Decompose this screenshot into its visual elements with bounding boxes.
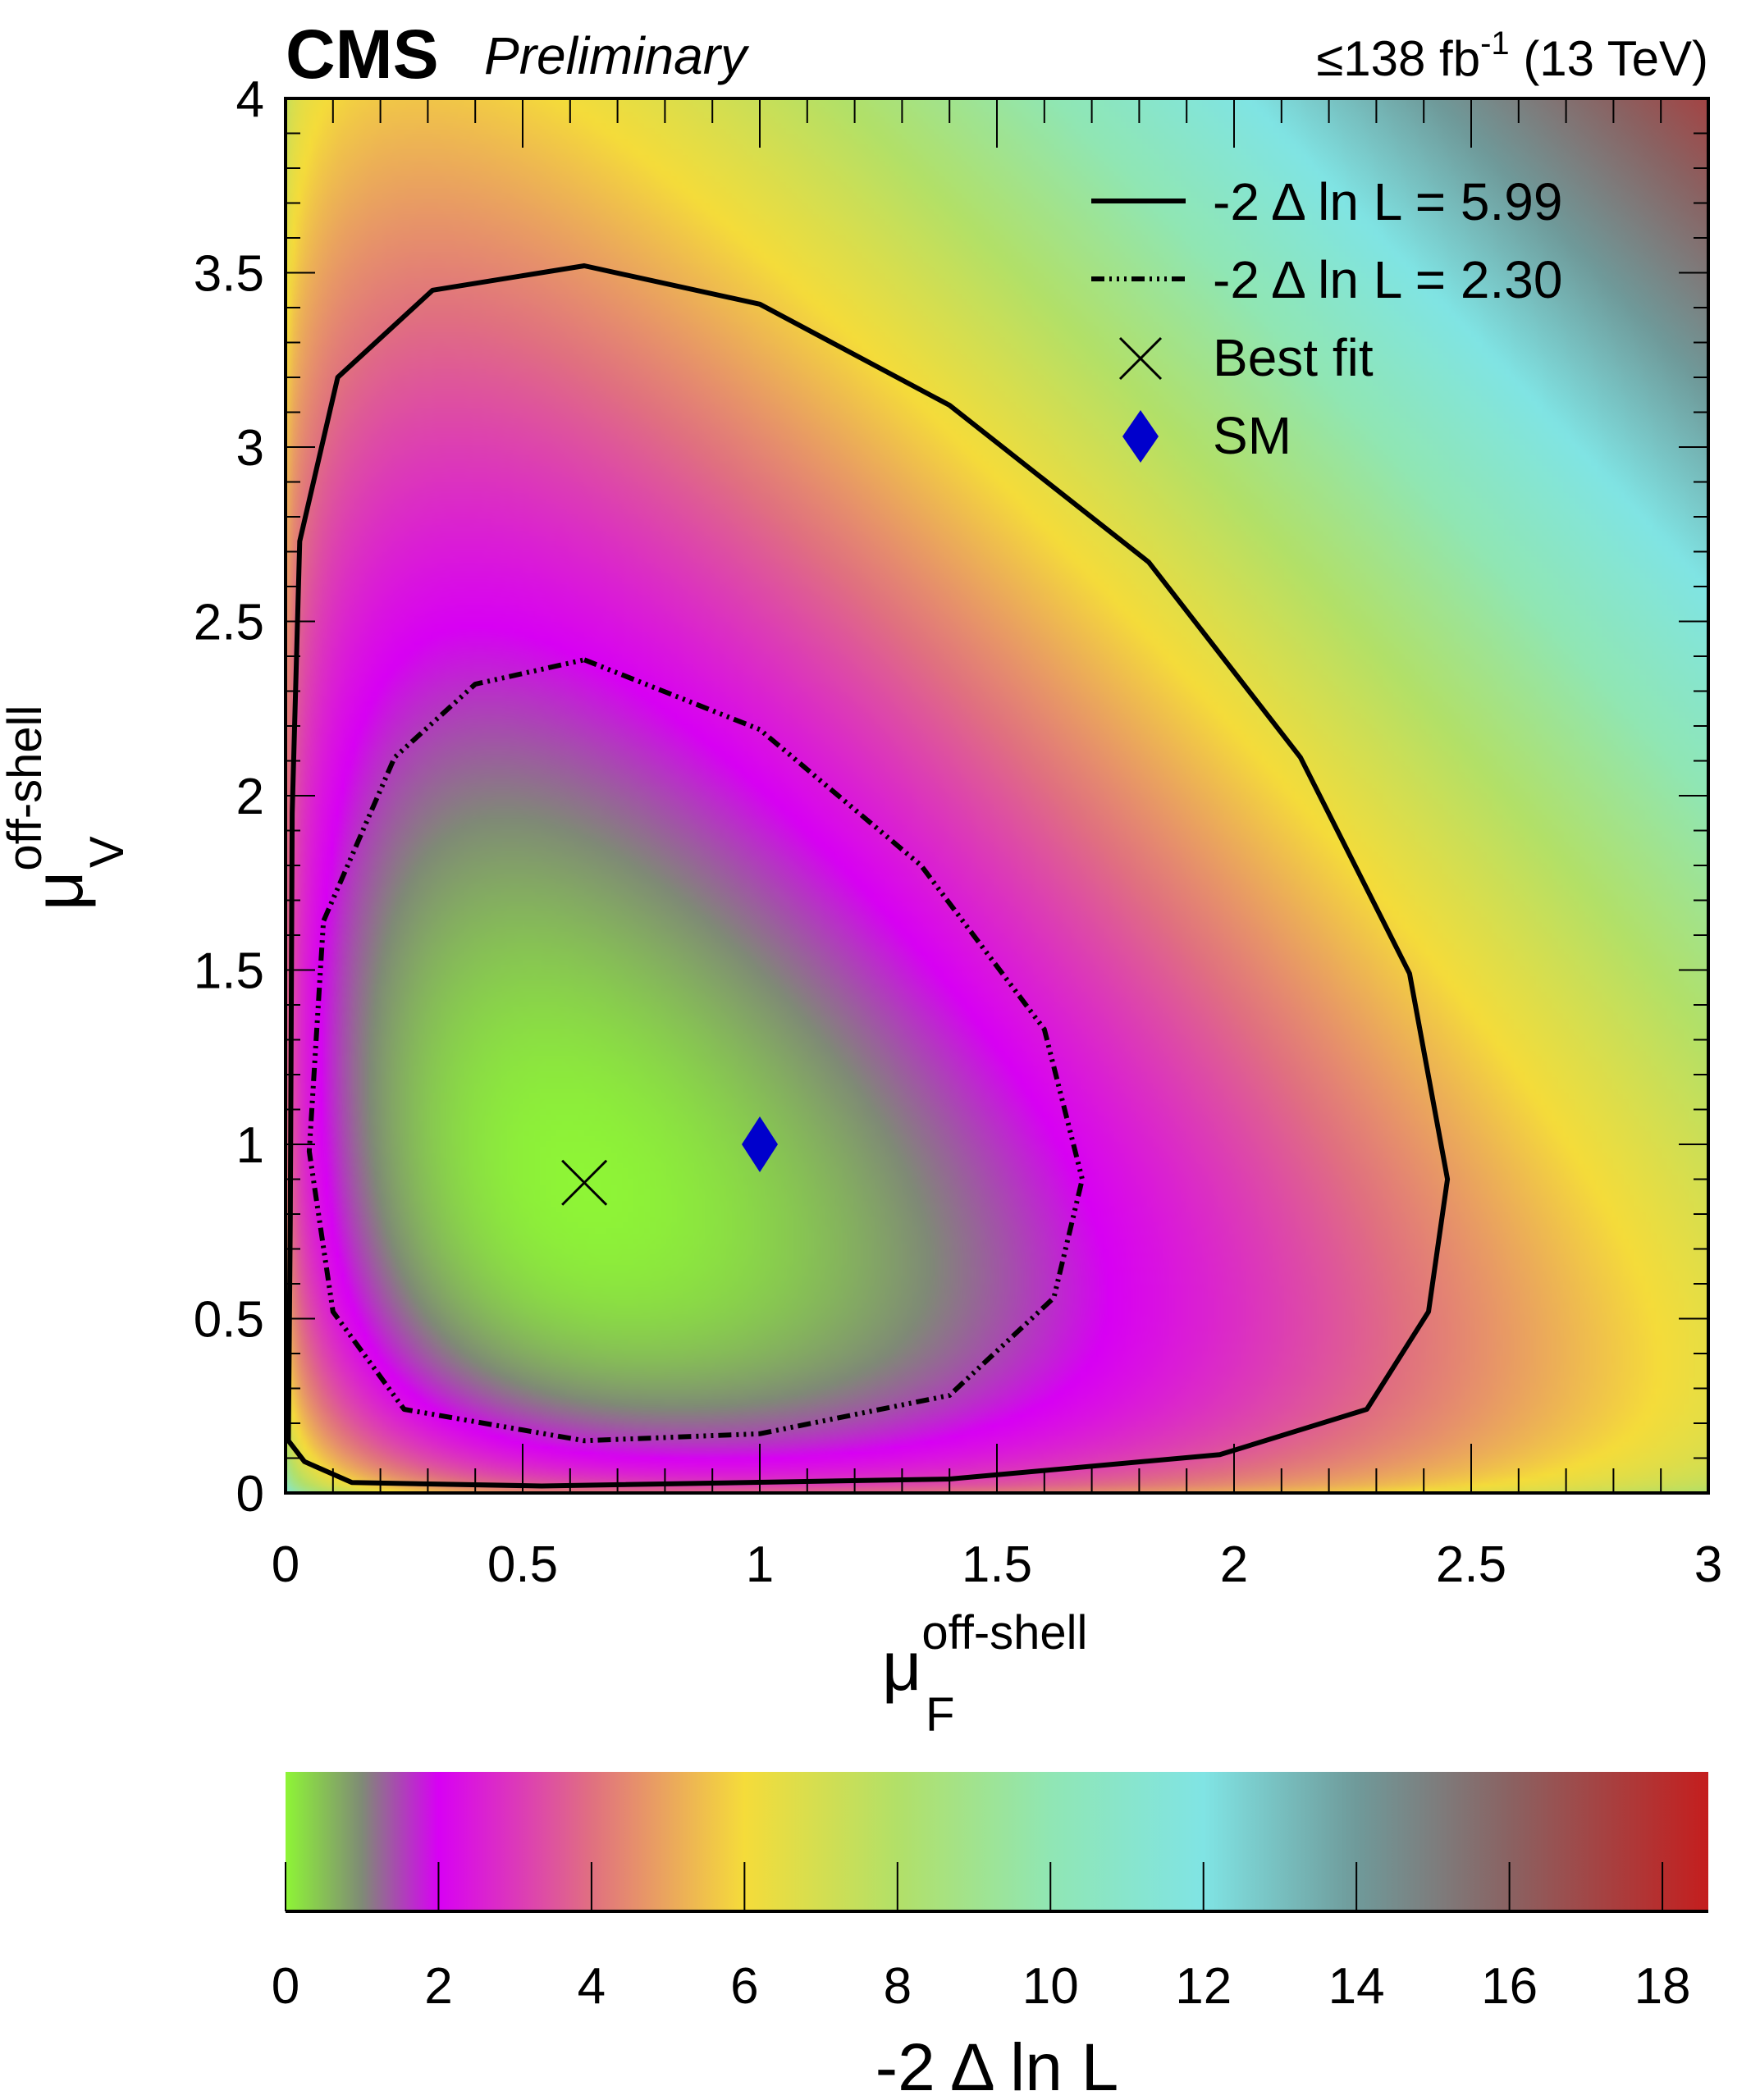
x-tick-label: 0.5 [487,1536,558,1593]
axis-ticks [285,98,1709,1494]
y-tick-label: 2 [236,769,264,825]
legend: -2 Δ ln L = 5.99 -2 Δ ln L = 2.30 Best f… [1091,172,1562,465]
legend-diamond-icon [1122,410,1159,463]
colorbar-tick-label: 0 [272,1958,299,2015]
colorbar-title: -2 Δ ln L [875,2030,1118,2100]
legend-label: -2 Δ ln L = 5.99 [1213,172,1562,231]
colorbar-tick-label: 6 [730,1958,758,2015]
colorbar-tick-label: 10 [1022,1958,1079,2015]
x-tick-label: 2.5 [1436,1536,1506,1593]
x-tick-label: 2 [1220,1536,1248,1593]
contours [286,263,1451,1489]
colorbar-ticks [285,1862,1664,1911]
status-label: Preliminary [484,26,750,85]
y-tick-label: 1.5 [194,943,264,1000]
best-fit-stroke [561,1159,608,1206]
colorbar-tick-label: 18 [1634,1958,1691,2015]
legend-cross-icon [1118,336,1163,381]
colorbar-tick-label: 4 [578,1958,606,2015]
x-tick-labels: 0 0.5 1 1.5 2 2.5 3 [272,1536,1722,1593]
x-axis-title: μoff-shell F [882,1606,1087,1742]
contour-5.99 [286,263,1451,1489]
y-axis-title: μoff-shell V [0,705,134,911]
legend-label: SM [1213,406,1291,465]
experiment-label: CMS [286,16,439,93]
y-title-sup: off-shell [0,705,52,871]
colorbar-tick-label: 14 [1328,1958,1385,2015]
y-tick-label: 0.5 [194,1292,264,1349]
colorbar-tick-label: 8 [884,1958,912,2015]
colorbar-tick-label: 12 [1175,1958,1232,2015]
markers [561,1116,778,1206]
x-title-sup: off-shell [921,1606,1087,1659]
colorbar-tick-labels: 0 2 4 6 8 10 12 14 16 18 [272,1958,1691,2015]
sm-diamond-icon [742,1116,778,1172]
y-tick-label: 1 [236,1117,264,1174]
lumi-suffix: (13 TeV) [1510,31,1708,86]
lumi-prefix: ≤138 fb [1316,31,1480,86]
y-tick-label: 3.5 [194,246,264,303]
y-title-sub: V [80,836,134,868]
y-tick-label: 3 [236,420,264,477]
x-tick-label: 1.5 [962,1536,1032,1593]
colorbar-tick-label: 2 [424,1958,452,2015]
x-tick-label: 1 [746,1536,774,1593]
x-tick-label: 3 [1694,1536,1722,1593]
likelihood-heatmap [286,98,1708,1493]
legend-label: Best fit [1213,328,1374,387]
best-fit-cross-icon [561,1159,608,1206]
lumi-label: ≤138 fb-1 (13 TeV) [1316,25,1708,86]
y-tick-label: 2.5 [194,595,264,651]
y-tick-labels: 0 0.5 1 1.5 2 2.5 3 3.5 4 [194,71,264,1522]
colorbar-tick-label: 16 [1481,1958,1538,2015]
y-title-base: μ [20,871,97,911]
legend-label: -2 Δ ln L = 2.30 [1213,250,1562,309]
x-title-base: μ [882,1628,921,1705]
y-tick-label: 0 [236,1466,264,1522]
contour-2.3 [306,657,1085,1444]
colorbar [286,1772,1708,1911]
lumi-exponent: -1 [1480,25,1510,62]
x-title-sub: F [926,1688,954,1742]
y-tick-label: 4 [236,71,264,128]
x-tick-label: 0 [272,1536,299,1593]
